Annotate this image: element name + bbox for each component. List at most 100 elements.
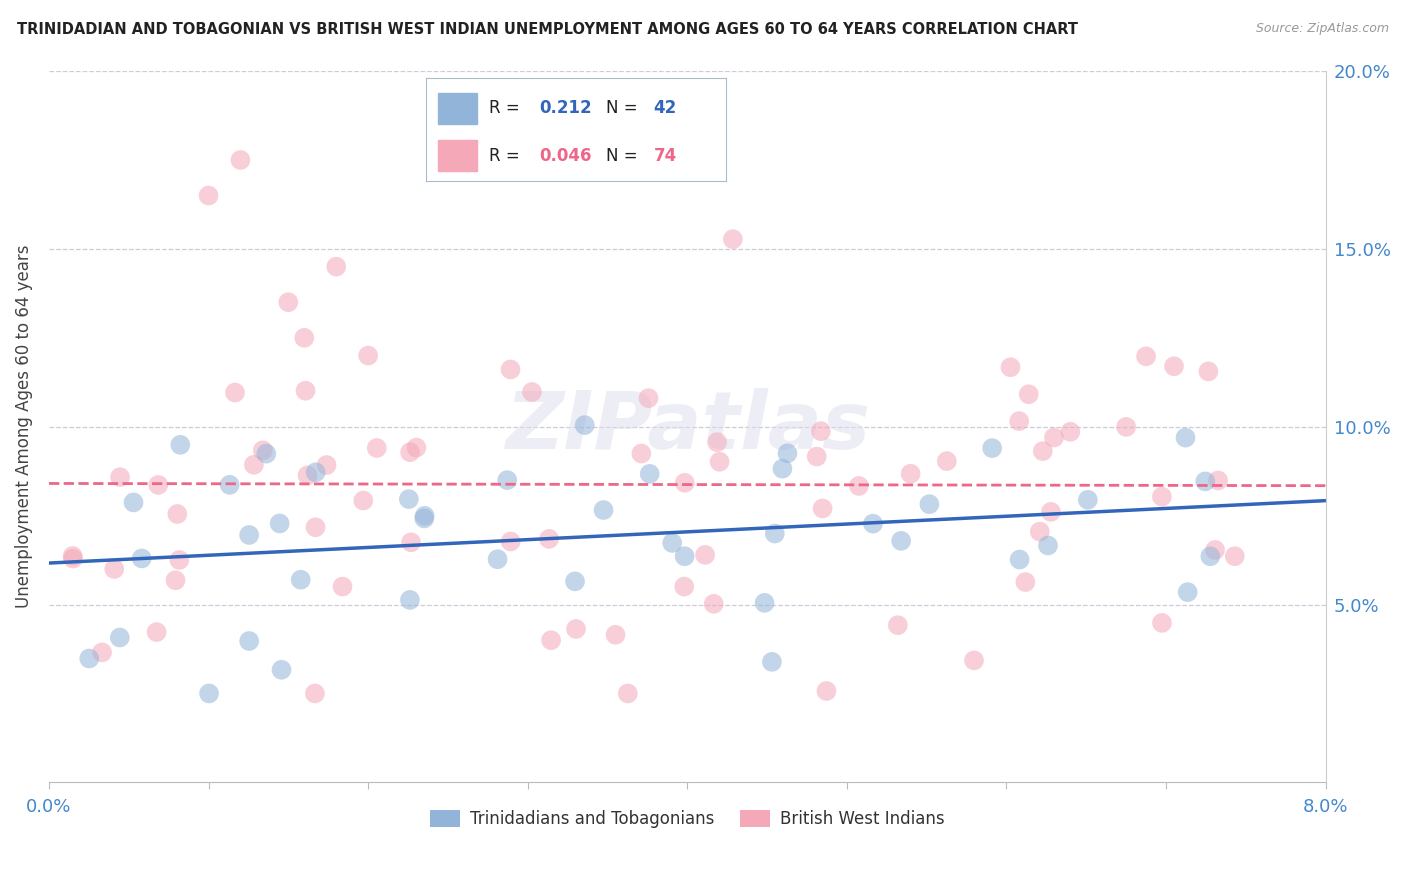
Point [165, 574, 187, 588]
Point [252, 443, 274, 458]
Point [806, 450, 828, 464]
Point [538, 532, 561, 546]
Point [815, 684, 838, 698]
Point [108, 631, 131, 645]
Point [103, 562, 125, 576]
Point [270, 663, 292, 677]
Point [963, 653, 986, 667]
Point [693, 548, 716, 562]
Point [332, 580, 354, 594]
Point [1204, 542, 1226, 557]
Point [761, 655, 783, 669]
Y-axis label: Unemployment Among Ages 60 to 64 years: Unemployment Among Ages 60 to 64 years [15, 245, 32, 608]
Point [763, 526, 786, 541]
Point [496, 473, 519, 487]
Point [564, 574, 586, 589]
Point [1115, 420, 1137, 434]
Point [122, 495, 145, 509]
Point [900, 467, 922, 481]
Point [366, 441, 388, 455]
Point [197, 188, 219, 202]
Point [1008, 414, 1031, 428]
Point [1177, 585, 1199, 599]
Point [709, 455, 731, 469]
Point [399, 445, 422, 459]
Point [290, 573, 312, 587]
Point [169, 438, 191, 452]
Point [325, 260, 347, 274]
Point [499, 534, 522, 549]
Point [218, 477, 240, 491]
Point [499, 362, 522, 376]
Point [520, 384, 543, 399]
Point [238, 528, 260, 542]
Point [721, 232, 744, 246]
Point [673, 475, 696, 490]
Point [238, 634, 260, 648]
Point [918, 497, 941, 511]
Point [145, 625, 167, 640]
Point [638, 467, 661, 481]
Point [1174, 431, 1197, 445]
Point [1029, 524, 1052, 539]
Legend: Trinidadians and Tobagonians, British West Indians: Trinidadians and Tobagonians, British We… [423, 803, 950, 835]
Point [1018, 387, 1040, 401]
Point [1000, 360, 1022, 375]
Point [413, 511, 436, 525]
Point [243, 458, 266, 472]
Point [398, 492, 420, 507]
Point [540, 633, 562, 648]
Text: Source: ZipAtlas.com: Source: ZipAtlas.com [1256, 22, 1389, 36]
Point [1150, 615, 1173, 630]
Point [305, 465, 328, 479]
Point [1223, 549, 1246, 564]
Point [617, 686, 640, 700]
Point [605, 628, 627, 642]
Point [592, 503, 614, 517]
Point [1199, 549, 1222, 564]
Point [754, 596, 776, 610]
Point [1036, 539, 1059, 553]
Point [229, 153, 252, 167]
Point [292, 331, 315, 345]
Point [413, 508, 436, 523]
Point [169, 553, 191, 567]
Point [77, 651, 100, 665]
Point [661, 536, 683, 550]
Point [1077, 492, 1099, 507]
Point [706, 435, 728, 450]
Point [890, 533, 912, 548]
Point [224, 385, 246, 400]
Point [277, 295, 299, 310]
Point [304, 686, 326, 700]
Point [1206, 474, 1229, 488]
Text: ZIPatlas: ZIPatlas [505, 388, 870, 466]
Point [810, 424, 832, 438]
Point [1135, 349, 1157, 363]
Point [1150, 490, 1173, 504]
Point [62, 551, 84, 566]
Point [1032, 444, 1054, 458]
Point [673, 549, 696, 564]
Point [574, 418, 596, 433]
Point [399, 535, 422, 549]
Point [565, 622, 588, 636]
Point [848, 479, 870, 493]
Point [198, 686, 221, 700]
Point [399, 593, 422, 607]
Point [294, 384, 316, 398]
Point [357, 349, 380, 363]
Point [1197, 364, 1219, 378]
Point [405, 441, 427, 455]
Point [352, 493, 374, 508]
Point [91, 645, 114, 659]
Point [108, 470, 131, 484]
Point [770, 461, 793, 475]
Point [1008, 552, 1031, 566]
Point [811, 501, 834, 516]
Point [315, 458, 337, 472]
Point [269, 516, 291, 531]
Point [62, 549, 84, 563]
Point [981, 441, 1004, 455]
Point [486, 552, 509, 566]
